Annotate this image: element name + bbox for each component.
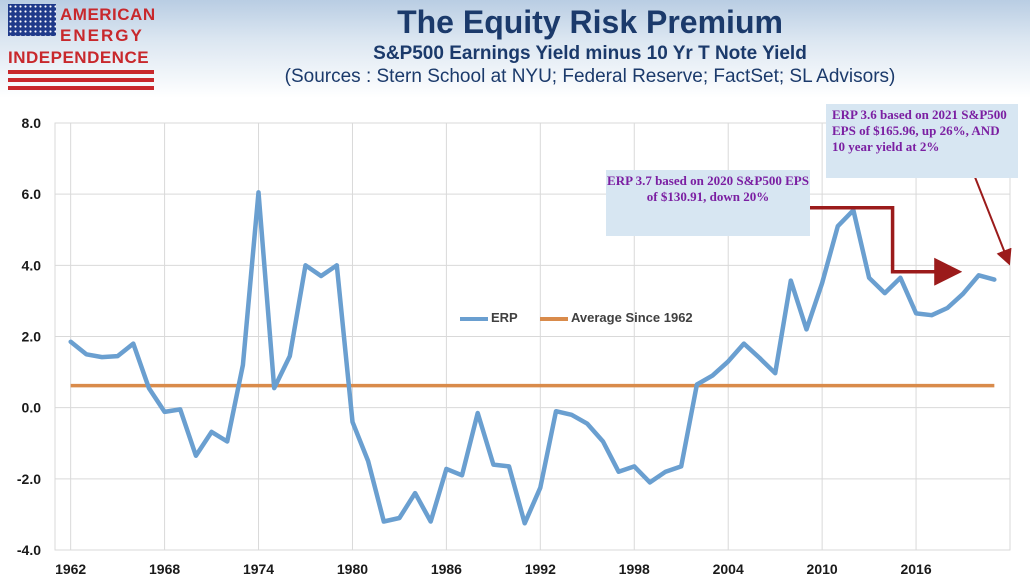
logo-word-energy: ENERGY	[60, 26, 144, 45]
series-line-erp	[68, 190, 997, 526]
x-tick-label: 1980	[337, 561, 368, 577]
legend-swatch-erp	[460, 316, 488, 321]
y-tick-label: 6.0	[22, 186, 42, 202]
chart-sources: (Sources : Stern School at NYU; Federal …	[284, 66, 896, 87]
american-energy-independence-logo: AMERICAN ENERGY INDEPENDENCE	[8, 4, 156, 92]
logo-word-independence: INDEPENDENCE	[8, 48, 150, 67]
arrow-erp-2021	[973, 174, 1012, 266]
logo-stripe	[8, 70, 154, 74]
annotation-erp-2020: ERP 3.7 based on 2020 S&P500 EPS of $130…	[606, 170, 810, 236]
logo-stripe	[8, 86, 154, 90]
arrow-erp-2020	[751, 205, 963, 286]
header-banner: AMERICAN ENERGY INDEPENDENCE The Equity …	[0, 0, 1030, 98]
x-tick-label: 1968	[149, 561, 180, 577]
x-tick-label: 2010	[807, 561, 838, 577]
y-tick-label: -2.0	[17, 471, 41, 487]
y-tick-label: 0.0	[22, 400, 42, 416]
legend-item-erp: ERP	[460, 310, 518, 325]
legend-label-erp: ERP	[491, 310, 518, 325]
x-tick-label: 1974	[243, 561, 274, 577]
y-tick-label: -4.0	[17, 542, 41, 558]
y-tick-label: 2.0	[22, 329, 42, 345]
logo-word-american: AMERICAN	[60, 5, 156, 24]
chart-title: The Equity Risk Premium	[397, 4, 783, 40]
x-tick-label: 1998	[619, 561, 650, 577]
annotation-erp-2021: ERP 3.6 based on 2021 S&P500 EPS of $165…	[826, 104, 1018, 178]
legend-swatch-average	[540, 316, 568, 321]
chart-subtitle: S&P500 Earnings Yield minus 10 Yr T Note…	[373, 43, 807, 64]
flag-icon	[8, 4, 56, 36]
x-tick-label: 2004	[713, 561, 744, 577]
y-tick-label: 8.0	[22, 115, 42, 131]
x-tick-label: 1962	[55, 561, 86, 577]
x-tick-label: 2016	[900, 561, 931, 577]
legend-item-average: Average Since 1962	[540, 310, 693, 325]
logo-stripe	[8, 78, 154, 82]
y-tick-label: 4.0	[22, 257, 42, 273]
x-tick-label: 1986	[431, 561, 462, 577]
legend-label-average: Average Since 1962	[571, 310, 693, 325]
x-tick-label: 1992	[525, 561, 556, 577]
